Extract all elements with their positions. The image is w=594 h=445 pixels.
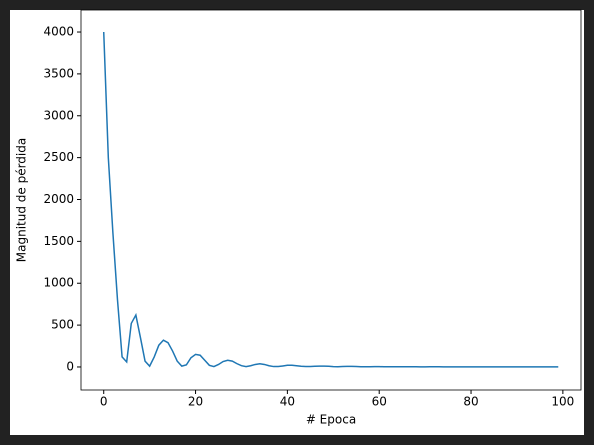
x-tick-label: 60 [372, 395, 387, 409]
x-tick-label: 100 [551, 395, 574, 409]
x-tick-label: 40 [280, 395, 295, 409]
y-axis-label: Magnitud de pérdida [15, 138, 29, 262]
x-tick-label: 20 [188, 395, 203, 409]
x-tick-label: 80 [463, 395, 478, 409]
y-tick-label: 3500 [43, 66, 74, 80]
y-tick-label: 2000 [43, 192, 74, 206]
axes-frame [80, 9, 582, 391]
y-tick-label: 4000 [43, 25, 74, 39]
line-series [102, 31, 559, 368]
y-tick-label: 500 [51, 318, 74, 332]
y-tick-label: 2500 [43, 150, 74, 164]
x-axis-label: # Epoca [306, 413, 356, 427]
y-tick-label: 1500 [43, 234, 74, 248]
y-tick-label: 3000 [43, 108, 74, 122]
figure [10, 10, 584, 435]
x-tick-label: 0 [100, 395, 108, 409]
y-tick-label: 0 [66, 359, 74, 373]
y-tick-label: 1000 [43, 276, 74, 290]
